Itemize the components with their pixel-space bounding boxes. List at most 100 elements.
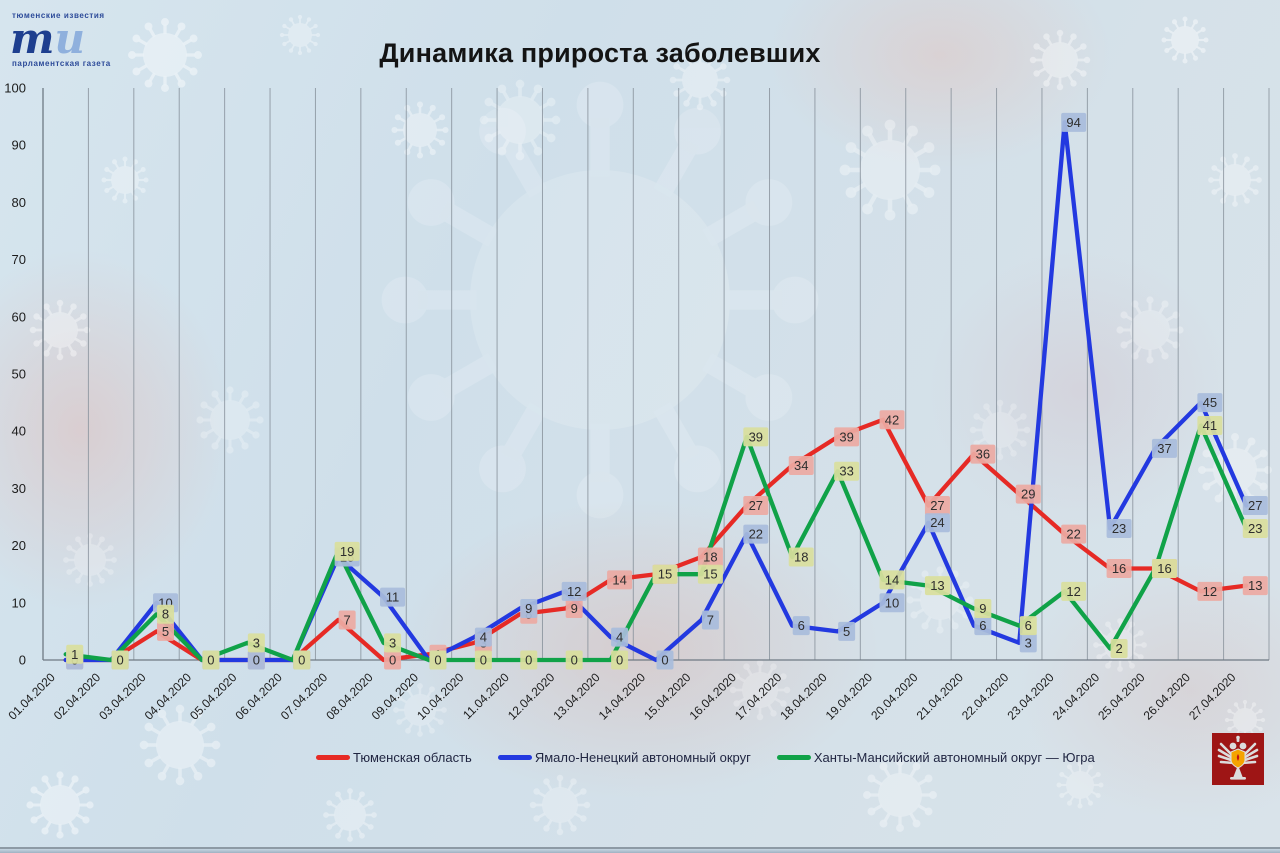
svg-text:8: 8 [162,607,169,622]
data-label: 16 [1151,558,1177,578]
x-axis-label: 13.04.2020 [550,670,603,723]
x-axis-label: 27.04.2020 [1186,670,1239,723]
legend-swatch [497,755,532,760]
logo-bottom-text: парламентская газета [12,59,111,68]
double-headed-eagle-emblem-icon [1212,733,1264,785]
data-label: 19 [334,541,360,561]
svg-text:19: 19 [340,544,354,559]
x-axis-label: 22.04.2020 [959,670,1012,723]
svg-text:22: 22 [749,527,763,542]
data-label: 0 [565,650,583,670]
svg-text:0: 0 [389,653,396,668]
svg-text:7: 7 [707,612,714,627]
x-axis-label: 08.04.2020 [323,670,376,723]
svg-text:12: 12 [1066,584,1080,599]
data-label: 0 [520,650,538,670]
data-label: 1 [66,644,84,664]
data-label: 0 [111,650,129,670]
data-label: 3 [1019,633,1037,653]
svg-text:12: 12 [1203,584,1217,599]
data-label: 0 [656,650,674,670]
x-axis-label: 20.04.2020 [868,670,921,723]
data-label: 12 [1061,581,1087,601]
data-label: 6 [974,616,992,636]
data-label: 22 [1061,524,1087,544]
data-label: 10 [879,593,905,613]
data-label: 13 [924,576,950,596]
data-label: 15 [697,564,723,584]
x-axis-label: 06.04.2020 [232,670,285,723]
data-label: 0 [247,650,265,670]
svg-text:42: 42 [885,412,899,427]
data-label: 12 [561,581,587,601]
svg-text:14: 14 [885,572,899,587]
legend-swatch [776,755,811,760]
data-label: 12 [1197,581,1223,601]
data-label: 39 [834,427,860,447]
x-axis-label: 15.04.2020 [641,670,694,723]
logo-monogram: ти [10,14,85,63]
y-axis-label: 90 [12,138,26,153]
data-label: 39 [743,427,769,447]
svg-text:16: 16 [1112,561,1126,576]
data-label: 37 [1151,438,1177,458]
x-axis-label: 16.04.2020 [687,670,740,723]
data-label: 45 [1197,393,1223,413]
svg-text:7: 7 [344,612,351,627]
x-axis-label: 25.04.2020 [1095,670,1148,723]
svg-text:3: 3 [253,635,260,650]
data-label: 23 [1242,518,1268,538]
data-label: 3 [247,633,265,653]
svg-text:13: 13 [930,578,944,593]
svg-text:27: 27 [1248,498,1262,513]
bottom-divider [0,847,1280,849]
svg-text:37: 37 [1157,441,1171,456]
svg-text:2: 2 [1115,641,1122,656]
svg-text:12: 12 [567,584,581,599]
x-axis-label: 14.04.2020 [596,670,649,723]
svg-text:33: 33 [839,464,853,479]
y-axis-label: 30 [12,481,26,496]
svg-text:0: 0 [571,653,578,668]
data-label: 9 [520,599,538,619]
x-axis-label: 02.04.2020 [51,670,104,723]
svg-text:36: 36 [976,447,990,462]
x-axis-label: 19.04.2020 [823,670,876,723]
x-axis-label: 17.04.2020 [732,670,785,723]
data-label: 11 [380,587,406,607]
svg-text:41: 41 [1203,418,1217,433]
data-label: 3 [384,633,402,653]
data-label: 7 [701,610,719,630]
legend: Тюменская область Ямало-Ненецкий автономн… [316,750,1095,765]
data-label: 16 [1106,558,1132,578]
x-axis-label: 18.04.2020 [777,670,830,723]
svg-text:0: 0 [207,653,214,668]
svg-text:0: 0 [434,653,441,668]
y-axis-label: 100 [4,81,26,96]
svg-text:5: 5 [843,624,850,639]
bottom-strip [0,849,1280,853]
data-label: 9 [565,599,583,619]
svg-text:0: 0 [661,653,668,668]
svg-text:27: 27 [930,498,944,513]
data-label: 36 [970,444,996,464]
data-label: 29 [1015,484,1041,504]
svg-text:13: 13 [1248,578,1262,593]
data-label: 27 [924,496,950,516]
svg-text:0: 0 [298,653,305,668]
data-label: 2 [1110,639,1128,659]
svg-text:4: 4 [480,630,487,645]
svg-text:24: 24 [930,515,944,530]
svg-text:45: 45 [1203,395,1217,410]
svg-text:14: 14 [612,572,626,587]
x-axis-label: 26.04.2020 [1141,670,1194,723]
y-axis-label: 20 [12,538,26,553]
svg-text:18: 18 [703,550,717,565]
x-axis-label: 24.04.2020 [1050,670,1103,723]
data-label: 8 [157,604,175,624]
x-axis-label: 04.04.2020 [142,670,195,723]
data-label: 9 [974,599,992,619]
svg-text:0: 0 [525,653,532,668]
x-axis-label: 09.04.2020 [369,670,422,723]
data-label: 42 [879,410,905,430]
